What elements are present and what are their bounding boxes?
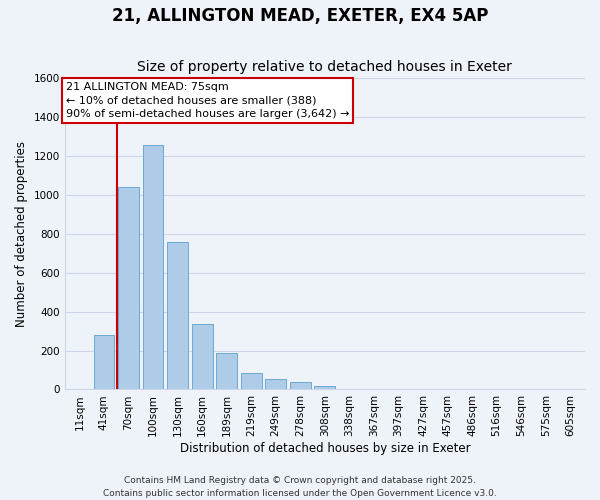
Bar xyxy=(265,380,286,390)
Text: 21 ALLINGTON MEAD: 75sqm
← 10% of detached houses are smaller (388)
90% of semi-: 21 ALLINGTON MEAD: 75sqm ← 10% of detach… xyxy=(66,82,349,118)
Bar xyxy=(290,382,311,390)
Bar xyxy=(143,144,163,390)
Text: Contains HM Land Registry data © Crown copyright and database right 2025.
Contai: Contains HM Land Registry data © Crown c… xyxy=(103,476,497,498)
Title: Size of property relative to detached houses in Exeter: Size of property relative to detached ho… xyxy=(137,60,512,74)
Bar xyxy=(167,242,188,390)
Bar xyxy=(191,324,212,390)
Y-axis label: Number of detached properties: Number of detached properties xyxy=(15,141,28,327)
Text: 21, ALLINGTON MEAD, EXETER, EX4 5AP: 21, ALLINGTON MEAD, EXETER, EX4 5AP xyxy=(112,8,488,26)
Bar xyxy=(216,354,237,390)
Bar xyxy=(241,373,262,390)
Bar xyxy=(118,188,139,390)
Bar xyxy=(314,386,335,390)
Bar xyxy=(94,335,115,390)
X-axis label: Distribution of detached houses by size in Exeter: Distribution of detached houses by size … xyxy=(179,442,470,455)
